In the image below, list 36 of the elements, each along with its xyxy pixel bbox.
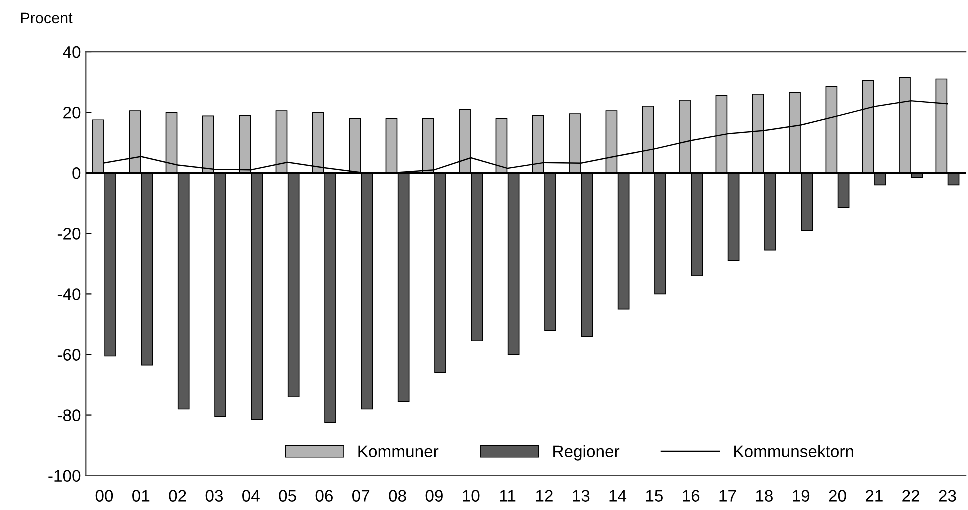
x-tick-label: 13 (573, 490, 590, 502)
y-tick-label: -20 (58, 228, 81, 240)
x-tick-label: 06 (316, 490, 333, 502)
x-tick-label: 12 (536, 490, 553, 502)
legend-label: Kommunsektorn (734, 445, 854, 458)
x-tick-label: 05 (279, 490, 296, 502)
x-tick-label: 09 (426, 490, 443, 502)
x-tick-label: 08 (389, 490, 406, 502)
x-tick-label: 15 (646, 490, 663, 502)
y-tick-label: -100 (48, 470, 81, 482)
legend-label: Regioner (554, 445, 620, 461)
x-tick-label: 19 (793, 490, 810, 502)
y-axis-title: Procent (21, 12, 73, 24)
legend-label: Kommuner (358, 446, 439, 458)
y-tick-label: -80 (58, 410, 81, 422)
x-tick-label: 16 (683, 490, 700, 502)
y-tick-label: -40 (58, 288, 81, 300)
x-tick-label: 07 (352, 490, 370, 502)
x-tick-label: 21 (866, 490, 883, 502)
x-tick-label: 17 (720, 490, 736, 502)
y-tick-label: 20 (64, 106, 81, 119)
x-tick-label: 01 (132, 490, 150, 502)
x-tick-label: 20 (829, 490, 846, 502)
y-tick-label: 0 (72, 168, 81, 180)
x-tick-label: 02 (169, 490, 186, 502)
x-tick-label: 00 (96, 490, 114, 502)
x-tick-label: 10 (463, 490, 480, 502)
x-tick-label: 03 (206, 490, 224, 502)
y-tick-label: -60 (58, 349, 81, 361)
x-tick-label: 14 (610, 490, 627, 502)
x-tick-label: 23 (939, 490, 956, 502)
x-tick-label: 18 (756, 490, 773, 502)
y-tick-label: 40 (63, 46, 81, 58)
x-tick-label: 11 (500, 490, 516, 502)
x-tick-label: 22 (902, 490, 920, 502)
x-tick-label: 04 (242, 490, 260, 502)
